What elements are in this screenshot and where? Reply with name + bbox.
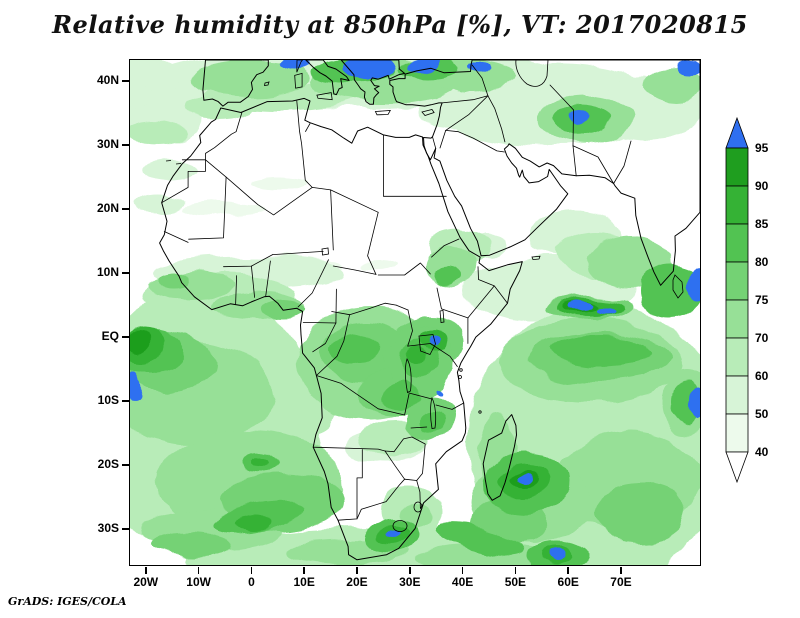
island-mallorca [263, 80, 270, 86]
lake-tanganyika [404, 357, 412, 393]
coastline-srilanka [672, 273, 683, 299]
x-tick-mark [514, 566, 517, 574]
lake-chad [321, 247, 329, 255]
colorbar-segment [725, 261, 749, 301]
coastline-balkans [340, 59, 405, 105]
x-tick-mark [461, 566, 464, 574]
humidity-shading [129, 59, 700, 565]
colorbar-label: 40 [755, 445, 769, 459]
lake-turkana [439, 309, 444, 323]
coastline-iberia [201, 59, 269, 107]
colorbar-segment [725, 185, 749, 225]
colorbar-top-arrow [725, 116, 749, 149]
coastline-corsica [295, 59, 303, 72]
x-tick-mark [356, 566, 358, 574]
colorbar-segment [725, 337, 749, 377]
y-tick-mark [121, 80, 129, 82]
border-lesotho [392, 519, 407, 532]
y-tick-mark [121, 528, 129, 530]
coastline-madagascar [482, 413, 517, 501]
x-tick-label: 60E [557, 575, 579, 589]
x-tick-label: 50E [504, 575, 527, 589]
border-swaziland [413, 501, 422, 512]
coastline-africa [158, 97, 523, 560]
colorbar-segment [725, 413, 749, 453]
x-tick-mark [567, 566, 569, 574]
coastline-socotra [530, 255, 541, 260]
y-tick-label: 40N [96, 73, 119, 88]
y-tick-mark [121, 464, 129, 466]
colorbar-segment [725, 147, 749, 187]
y-tick-label: 20S [97, 457, 119, 472]
map-plot-area [128, 58, 701, 566]
coastline-caspian [514, 59, 548, 87]
coastline-cyprus [420, 108, 435, 116]
y-tick-label: 20N [96, 201, 119, 216]
x-tick-mark [409, 566, 411, 574]
y-tick-label: 10S [97, 393, 119, 408]
x-tick-label: 10E [293, 575, 315, 589]
colorbar-label: 75 [755, 293, 769, 307]
coastline-asia [388, 59, 700, 286]
colorbar: 95 90 85 80 75 70 60 50 40 [722, 116, 796, 516]
colorbar-svg: 95 90 85 80 75 70 60 50 40 [725, 116, 769, 484]
x-tick-label: 40E [451, 575, 474, 589]
coastline-sicily [315, 91, 333, 100]
country-borders [160, 64, 631, 532]
y-tick-label: 30N [96, 137, 119, 152]
x-tick-label: 0 [248, 575, 255, 589]
coastlines-and-borders [158, 59, 700, 560]
y-tick-mark [121, 400, 129, 402]
y-tick-mark [121, 208, 129, 210]
x-tick-label: 70E [610, 575, 632, 589]
chart-title: Relative humidity at 850hPa [%], VT: 201… [52, 10, 748, 39]
x-tick-label: 30E [399, 575, 421, 589]
x-tick-label: 20W [133, 575, 159, 589]
y-tick-mark [121, 144, 129, 146]
y-tick-label: EQ [101, 329, 119, 344]
island-zanzibar [457, 374, 462, 379]
coastline-sardinia [293, 72, 302, 89]
x-tick-mark [303, 566, 305, 574]
x-tick-mark [250, 566, 253, 574]
coastline-crete [374, 109, 391, 115]
africa-map [129, 59, 700, 565]
colorbar-label: 80 [755, 255, 769, 269]
island-comoros [477, 409, 482, 414]
colorbar-label: 60 [755, 369, 769, 383]
colorbar-label: 50 [755, 407, 769, 421]
island-canaries [165, 159, 181, 164]
lake-victoria [418, 333, 436, 355]
colorbar-segment [725, 375, 749, 415]
x-tick-mark [145, 566, 147, 574]
colorbar-bottom-arrow [725, 451, 749, 484]
x-tick-label: 20E [346, 575, 368, 589]
y-tick-label: 30S [97, 521, 119, 536]
grads-attribution: GrADS: IGES/COLA [8, 595, 127, 608]
lake-malawi [429, 396, 436, 429]
x-tick-mark [620, 566, 622, 574]
x-tick-mark [197, 566, 200, 574]
y-tick-mark [121, 336, 129, 338]
x-tick-label: 10W [186, 575, 211, 589]
coastline-italy [304, 59, 350, 95]
colorbar-label: 95 [755, 141, 769, 155]
y-tick-label: 10N [96, 265, 119, 280]
y-tick-mark [121, 272, 129, 274]
colorbar-segment [725, 223, 749, 263]
colorbar-segment [725, 299, 749, 339]
island-pemba [458, 367, 463, 372]
colorbar-label: 85 [755, 217, 769, 231]
colorbar-label: 70 [755, 331, 769, 345]
colorbar-label: 90 [755, 179, 769, 193]
